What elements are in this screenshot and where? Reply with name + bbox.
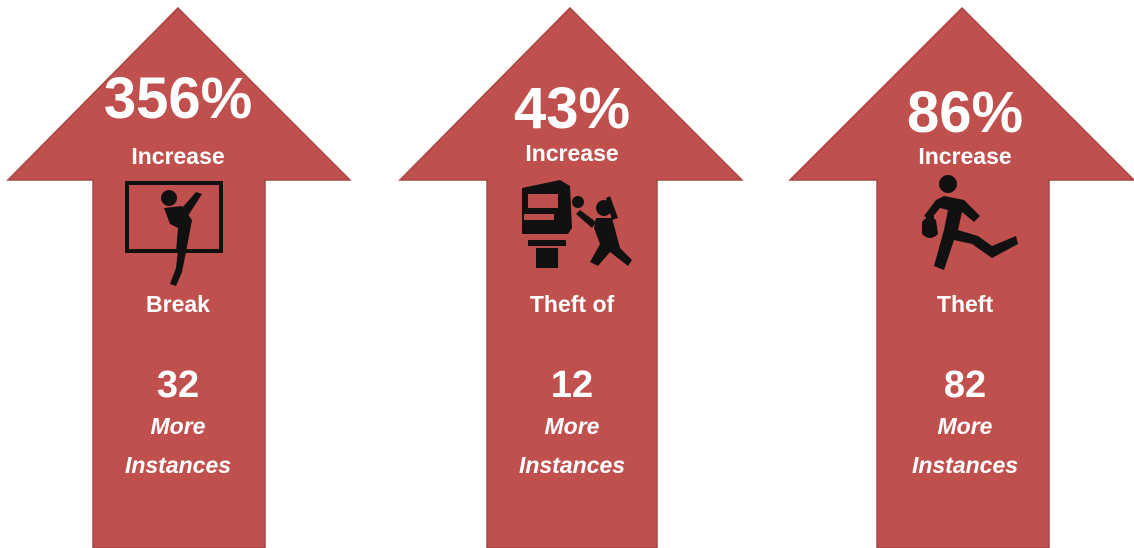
more-label: More — [544, 413, 600, 439]
instances-label: Instances — [124, 452, 232, 478]
running-thief-icon — [922, 175, 1018, 270]
instance-count: 82 — [943, 364, 987, 406]
category-label: Theft of — [529, 291, 615, 317]
up-arrow-2 — [398, 6, 744, 548]
increase-label: Increase — [131, 143, 225, 169]
instances-label: Instances — [518, 452, 626, 478]
percent-value: 86% — [906, 80, 1024, 145]
instance-count: 32 — [156, 364, 200, 406]
car-theft-icon — [522, 180, 632, 268]
up-arrow-3 — [788, 6, 1134, 548]
percent-value: 356% — [103, 66, 253, 131]
instance-count: 12 — [550, 364, 594, 406]
percent-value: 43% — [513, 76, 631, 141]
window-break-in-icon — [125, 181, 223, 286]
category-label: Theft — [936, 291, 994, 317]
more-label: More — [937, 413, 993, 439]
more-label: More — [150, 413, 206, 439]
increase-label: Increase — [918, 143, 1012, 169]
increase-label: Increase — [525, 140, 619, 166]
instances-label: Instances — [911, 452, 1019, 478]
category-label: Break — [146, 291, 210, 317]
